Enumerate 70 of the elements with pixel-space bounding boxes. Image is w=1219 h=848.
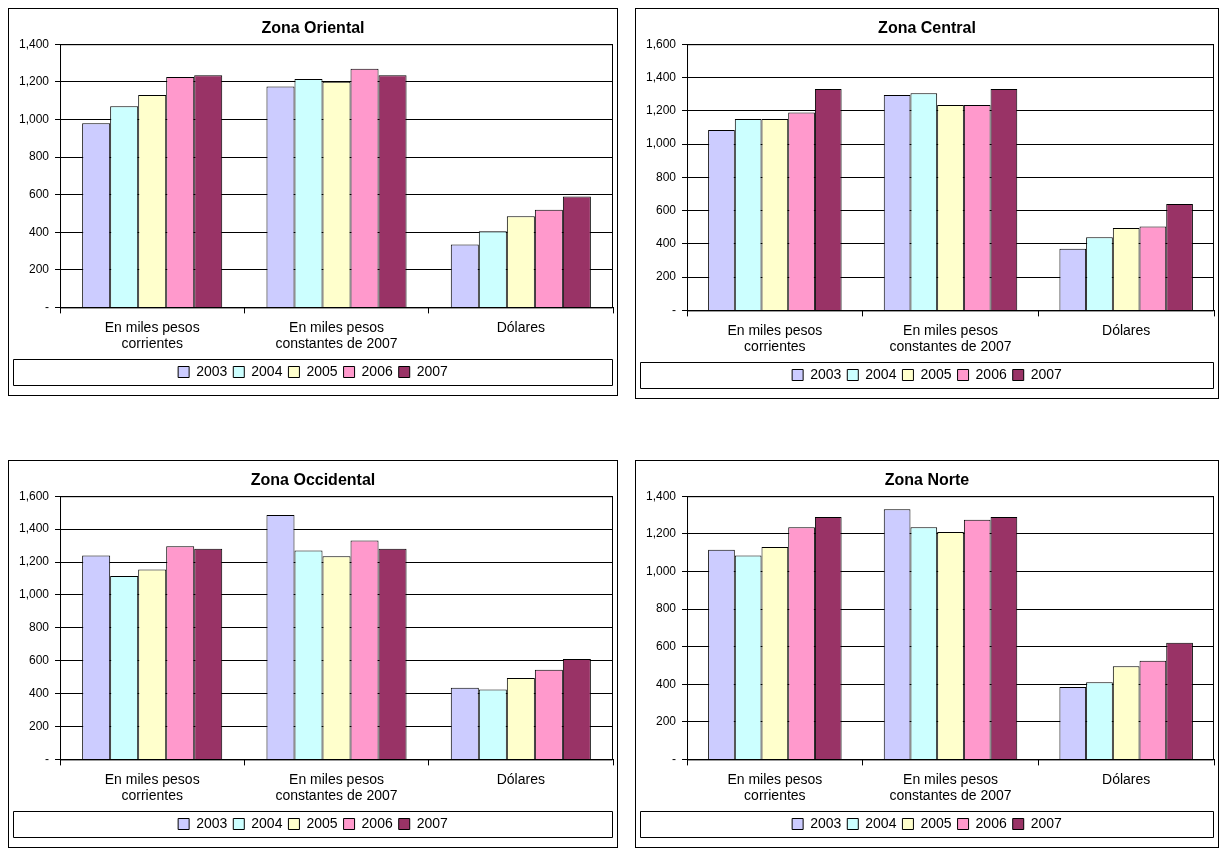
legend-label: 2004 [251,814,283,831]
legend-label: 2003 [810,365,842,382]
y-tick-label: - [45,751,50,766]
y-tick-label: 1,600 [19,488,50,503]
y-tick-label: 200 [29,718,50,733]
y-tick-label: 400 [29,685,50,700]
legend-label: 2004 [865,365,897,382]
y-tick-label: 600 [656,202,677,217]
x-tick-label: En miles pesos corrientes [727,770,823,804]
y-tick-label: 1,200 [646,103,677,118]
y-tick-label: 1,400 [646,488,677,503]
y-tick-label: - [672,302,677,317]
legend-label: 2006 [975,814,1007,831]
legend-label: 2005 [920,814,952,831]
x-tick-label: En miles pesos constantes de 2007 [889,770,1012,804]
legend-label: 2003 [196,814,228,831]
chart-title: Zona Oriental [261,19,365,37]
y-tick-label: 1,200 [19,554,50,569]
y-tick-label: 200 [29,262,50,277]
y-tick-label: 1,200 [19,74,50,89]
y-tick-label: 1,400 [19,521,50,536]
x-tick-label: En miles pesos corrientes [727,321,823,355]
y-tick-label: 800 [656,169,677,184]
y-tick-label: 800 [29,149,50,164]
y-tick-label: 800 [656,601,677,616]
y-tick-label: 200 [656,714,677,729]
y-tick-label: 1,000 [19,587,50,602]
legend-label: 2007 [1030,814,1063,831]
x-tick-label: Dólares [1102,770,1151,787]
x-tick-label: En miles pesos corrientes [104,770,200,804]
legend-label: 2007 [416,362,449,379]
legend-label: 2005 [920,365,952,382]
x-tick-label: Dólares [496,318,545,335]
x-tick-label: En miles pesos constantes de 2007 [275,318,398,352]
x-tick-label: En miles pesos constantes de 2007 [889,321,1012,355]
y-tick-label: 200 [656,269,677,284]
y-tick-label: 600 [656,638,677,653]
y-tick-label: 600 [29,653,50,668]
y-tick-label: 400 [656,676,677,691]
y-tick-label: 1,600 [646,36,677,51]
legend-label: 2004 [251,362,283,379]
y-tick-label: 600 [29,186,50,201]
y-tick-label: 1,400 [19,36,50,51]
legend-label: 2005 [306,362,338,379]
y-tick-label: - [45,299,50,314]
y-tick-label: 1,200 [646,526,677,541]
y-tick-label: - [672,751,677,766]
legend-label: 2007 [1030,365,1063,382]
chart-title: Zona Occidental [250,471,376,489]
y-tick-label: 1,000 [646,136,677,151]
y-tick-label: 1,000 [19,111,50,126]
legend-label: 2005 [306,814,338,831]
y-tick-label: 400 [656,236,677,251]
chart-title: Zona Central [878,19,976,37]
legend-label: 2007 [416,814,449,831]
x-tick-label: Dólares [1102,321,1151,338]
y-tick-label: 1,000 [646,563,677,578]
y-tick-label: 1,400 [646,69,677,84]
legend-label: 2003 [196,362,228,379]
x-tick-label: En miles pesos corrientes [104,318,200,352]
legend-label: 2006 [361,814,393,831]
x-tick-label: En miles pesos constantes de 2007 [275,770,398,804]
y-tick-label: 400 [29,224,50,239]
legend-label: 2004 [865,814,897,831]
chart-title: Zona Norte [884,471,970,489]
legend-label: 2003 [810,814,842,831]
y-tick-label: 800 [29,620,50,635]
legend-label: 2006 [361,362,393,379]
legend-label: 2006 [975,365,1007,382]
x-tick-label: Dólares [496,770,545,787]
